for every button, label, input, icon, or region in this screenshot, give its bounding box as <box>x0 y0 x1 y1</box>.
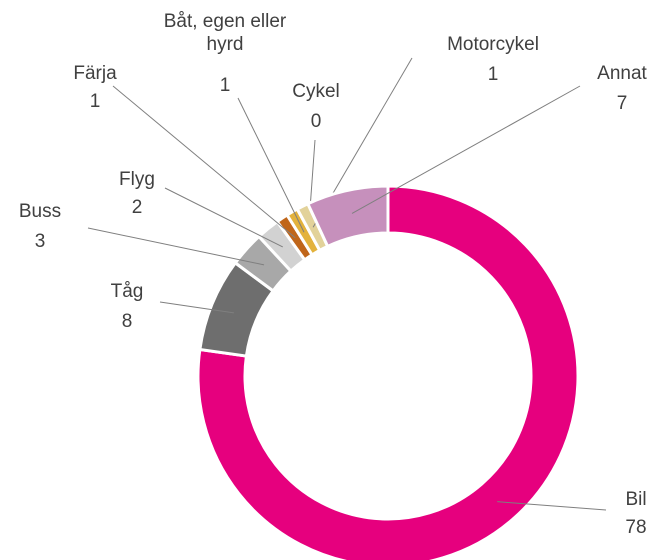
label-name: Tåg <box>110 281 144 302</box>
label-name: Flyg <box>119 169 155 190</box>
label-name: Annat <box>597 63 647 84</box>
label-value: 3 <box>34 231 46 252</box>
leader-line <box>112 85 296 239</box>
leader-line <box>351 85 581 214</box>
label-value: 8 <box>121 311 133 332</box>
leader-line <box>87 227 265 266</box>
leader-line <box>159 301 235 314</box>
leader-line <box>237 97 305 233</box>
label-name: Båt, egen eller hyrd <box>163 11 287 55</box>
segment <box>196 184 580 560</box>
label-value: 1 <box>487 64 499 85</box>
label-value: 0 <box>310 111 322 132</box>
label-value: 7 <box>616 93 628 114</box>
label-name: Färja <box>73 63 117 84</box>
label-value: 2 <box>131 197 143 218</box>
label-name: Buss <box>18 201 62 222</box>
segment <box>305 184 390 249</box>
label-name: Bil <box>625 489 647 510</box>
label-name: Cykel <box>292 81 340 102</box>
leader-line <box>497 501 607 511</box>
label-value: 1 <box>219 75 231 96</box>
label-name: Motorcykel <box>447 34 539 55</box>
label-value: 78 <box>625 517 647 538</box>
label-value: 1 <box>89 91 101 112</box>
leader-line <box>164 187 283 248</box>
